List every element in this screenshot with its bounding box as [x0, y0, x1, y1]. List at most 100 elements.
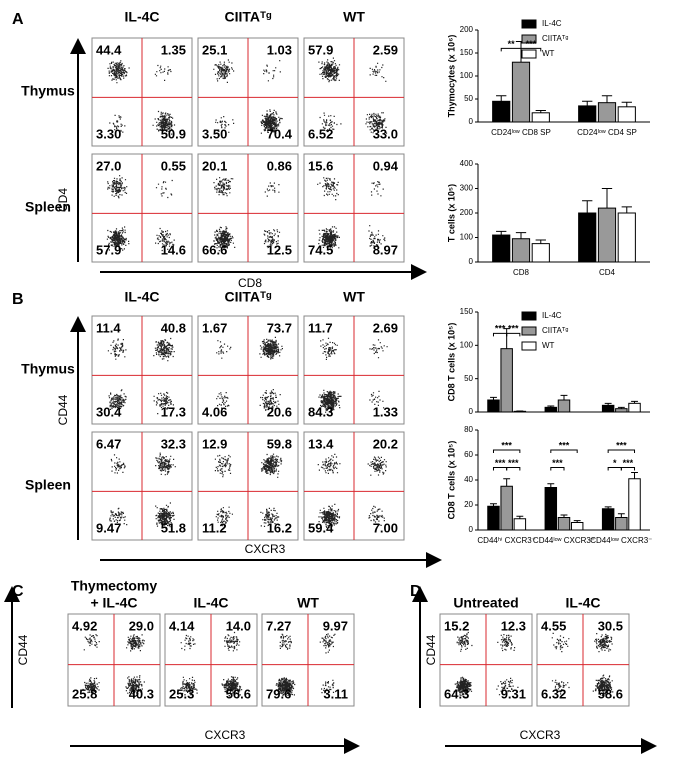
- significance-label: **: [508, 39, 516, 49]
- bar: [617, 212, 636, 263]
- quadrant-percent: 0.94: [373, 158, 399, 173]
- quadrant-percent: 0.86: [267, 158, 292, 173]
- error-bar: [621, 101, 632, 107]
- panel-letter: B: [12, 291, 24, 308]
- quadrant-percent: 11.2: [202, 520, 227, 535]
- legend-swatch: [521, 311, 537, 321]
- dot-cloud: [321, 679, 335, 694]
- dot-cloud: [318, 389, 342, 413]
- quadrant-percent: 3.30: [96, 126, 121, 141]
- dot-cloud: [82, 677, 100, 695]
- quadrant-percent: 50.9: [161, 126, 186, 141]
- quadrant-percent: 40.3: [129, 686, 154, 701]
- significance-label: ***: [508, 324, 519, 334]
- category-label: CD24ˡᵒʷ CD4 SP: [577, 128, 637, 137]
- bar: [487, 399, 500, 413]
- bar: [500, 348, 513, 413]
- quadrant-percent: 9.31: [501, 686, 526, 701]
- dot-cloud: [368, 505, 385, 526]
- y-tick-label: 50: [464, 374, 473, 383]
- legend-label: CIITAᵀᵍ: [542, 34, 568, 43]
- dot-cloud: [592, 674, 614, 698]
- dot-cloud: [215, 506, 233, 527]
- y-tick-label: 60: [464, 450, 473, 459]
- dot-cloud: [318, 226, 340, 253]
- quadrant-percent: 79.6: [266, 686, 291, 701]
- bar: [615, 408, 628, 413]
- error-bar: [560, 394, 568, 400]
- quadrant-percent: 32.3: [161, 436, 186, 451]
- dot-cloud: [126, 634, 145, 652]
- y-tick-label: 20: [464, 500, 473, 509]
- significance-bracket: [506, 467, 521, 471]
- dot-cloud: [180, 676, 198, 696]
- quadrant-percent: 30.5: [598, 618, 623, 633]
- dot-cloud: [213, 59, 235, 83]
- error-bar: [604, 402, 612, 406]
- quadrant-percent: 44.4: [96, 42, 122, 57]
- quadrant-percent: 20.1: [202, 158, 227, 173]
- significance-label: ***: [623, 458, 634, 468]
- dot-cloud: [551, 679, 570, 695]
- error-bar: [535, 110, 546, 113]
- dot-cloud: [320, 337, 338, 360]
- bar: [511, 238, 531, 263]
- legend-label: WT: [542, 341, 555, 350]
- y-tick-label: 0: [469, 525, 474, 534]
- quadrant-percent: 3.50: [202, 126, 227, 141]
- column-header: + IL-4C: [90, 595, 137, 611]
- quadrant-percent: 27.0: [96, 158, 121, 173]
- error-bar: [496, 95, 507, 102]
- quadrant-percent: 7.00: [373, 520, 398, 535]
- y-tick-label: 100: [460, 340, 474, 349]
- error-bar: [547, 405, 555, 408]
- panel-letter: A: [12, 11, 24, 28]
- legend-label: WT: [542, 49, 555, 58]
- y-axis-label: CD8 T cells (x 10⁵): [446, 323, 456, 402]
- significance-bracket: [550, 467, 565, 471]
- error-bar: [617, 513, 625, 518]
- significance-bracket: [506, 332, 521, 337]
- quadrant-percent: 56.6: [226, 686, 251, 701]
- y-axis-label: CD44: [16, 634, 30, 665]
- dot-cloud: [221, 676, 243, 697]
- quadrant-percent: 11.4: [96, 320, 121, 335]
- quadrant-percent: 6.52: [308, 126, 333, 141]
- legend-swatch: [521, 34, 537, 44]
- bar: [570, 522, 584, 531]
- dot-cloud: [106, 226, 130, 251]
- quadrant-percent: 12.9: [202, 436, 227, 451]
- column-header: CIITAᵀᵍ: [224, 9, 272, 25]
- quadrant-percent: 3.11: [323, 686, 348, 701]
- y-axis-label: CD44: [56, 394, 70, 425]
- dot-cloud: [319, 112, 342, 132]
- significance-bracket: [607, 449, 636, 453]
- bar: [557, 399, 571, 413]
- dot-cloud: [216, 392, 230, 409]
- error-bar: [490, 503, 497, 507]
- error-bar: [490, 396, 497, 400]
- quadrant-percent: 64.3: [444, 686, 469, 701]
- quadrant-percent: 51.8: [161, 520, 186, 535]
- significance-bracket: [492, 449, 521, 453]
- quadrant-percent: 9.97: [323, 618, 348, 633]
- category-label: CD44ʰⁱ CXCR3⁺: [477, 536, 536, 545]
- quadrant-percent: 1.35: [161, 42, 186, 57]
- category-label: CD44ˡᵒʷ CXCR3⁺: [533, 536, 595, 545]
- column-header: Thymectomy: [71, 578, 158, 594]
- dot-cloud: [224, 631, 241, 652]
- error-bar: [631, 400, 638, 404]
- bar: [544, 487, 558, 531]
- dot-cloud: [318, 503, 341, 529]
- significance-label: ***: [616, 440, 627, 450]
- dot-cloud: [109, 114, 126, 133]
- quadrant-percent: 59.8: [267, 436, 292, 451]
- dot-cloud: [153, 391, 174, 415]
- quadrant-percent: 29.0: [129, 618, 154, 633]
- error-bar: [631, 472, 638, 479]
- bar: [531, 112, 550, 123]
- quadrant-percent: 8.97: [373, 242, 398, 257]
- dot-cloud: [259, 336, 283, 360]
- error-bar: [503, 478, 511, 487]
- x-axis-label: CXCR3: [245, 542, 286, 556]
